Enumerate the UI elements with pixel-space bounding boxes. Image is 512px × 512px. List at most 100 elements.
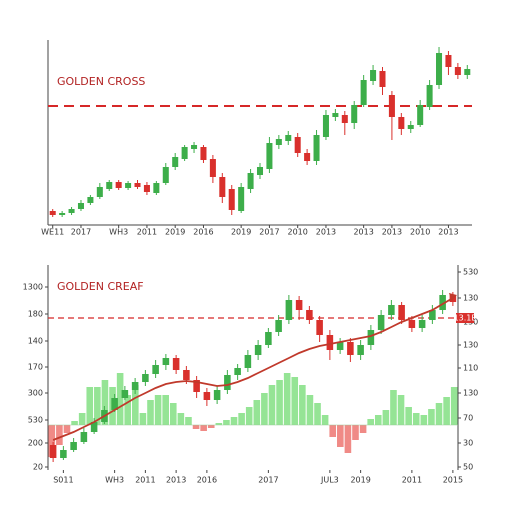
- x-tick-label: 2013: [166, 476, 186, 485]
- x-tick-label: 2019: [350, 476, 370, 485]
- candle-body: [224, 375, 231, 390]
- histogram-bar: [101, 380, 109, 425]
- candle-body: [294, 137, 301, 153]
- candle-body: [417, 105, 424, 125]
- y-tick-label: 180: [28, 310, 43, 319]
- histogram-bar: [253, 400, 261, 425]
- candle-body: [360, 80, 367, 105]
- histogram-bar: [139, 413, 147, 425]
- x-tick-label: WE11: [41, 228, 64, 237]
- x-tick-label: 2013: [353, 228, 373, 237]
- histogram-bar: [291, 377, 299, 425]
- candle-body: [254, 345, 262, 355]
- histogram-bar: [56, 425, 63, 445]
- histogram-bar: [314, 403, 321, 425]
- histogram-bar: [192, 425, 200, 429]
- candle-body: [49, 445, 57, 458]
- histogram-bar: [352, 425, 359, 440]
- histogram-bar: [48, 425, 56, 457]
- candle-body: [429, 310, 436, 320]
- candle-body: [326, 335, 334, 350]
- y2-tick-label: 130: [463, 294, 478, 303]
- candle-body: [285, 300, 293, 320]
- candle-body: [162, 358, 170, 365]
- histogram-bar: [215, 423, 223, 425]
- candle-body: [142, 374, 149, 382]
- candle-body: [238, 187, 245, 211]
- candle-body: [143, 185, 150, 192]
- histogram-bar: [359, 425, 367, 433]
- candle-body: [464, 69, 471, 75]
- histogram-bar: [94, 387, 101, 425]
- candle-body: [322, 115, 329, 137]
- candle-body: [332, 113, 339, 117]
- x-tick-label: 2017: [71, 228, 91, 237]
- x-tick-label: 2017: [259, 228, 279, 237]
- histogram-bar: [367, 419, 374, 425]
- candle-body: [125, 183, 132, 188]
- candle-body: [407, 125, 414, 129]
- candle-body: [60, 450, 67, 458]
- candle-body: [398, 117, 405, 129]
- candle-body: [134, 183, 141, 187]
- x-tick-label: 2019: [231, 228, 251, 237]
- candle-body: [115, 182, 122, 188]
- candle-body: [316, 320, 323, 335]
- candle-body: [49, 211, 56, 215]
- x-tick-label: 2011: [135, 476, 155, 485]
- chart-title: GOLDEN CROSS: [57, 75, 145, 88]
- histogram-bar: [238, 413, 245, 425]
- candle-body: [131, 382, 139, 390]
- x-tick-label: 2016: [197, 476, 217, 485]
- histogram-bar: [397, 395, 405, 425]
- candle-body: [80, 432, 88, 442]
- candle-body: [313, 135, 320, 161]
- candle-body: [111, 398, 118, 410]
- candle-body: [106, 182, 113, 189]
- candle-body: [209, 159, 216, 177]
- candle-body: [162, 167, 169, 183]
- candle-body: [336, 342, 344, 350]
- histogram-bar: [261, 393, 268, 425]
- histogram-bar: [329, 425, 337, 437]
- candle-body: [172, 157, 179, 167]
- x-tick-label: JUL3: [320, 476, 339, 485]
- histogram-bar: [268, 385, 276, 425]
- x-tick-label: 2013: [316, 228, 336, 237]
- histogram-bar: [78, 413, 86, 425]
- candle-body: [181, 147, 188, 159]
- candle-body: [388, 95, 395, 117]
- candle-body: [408, 320, 416, 328]
- histogram-bar: [374, 415, 382, 425]
- annotation-box: [456, 313, 474, 323]
- histogram-bar: [299, 385, 306, 425]
- candle-body: [68, 209, 75, 213]
- candle-body: [59, 213, 66, 215]
- candle-body: [172, 358, 180, 370]
- candle-body: [285, 135, 292, 141]
- arrow-head: [448, 293, 457, 301]
- candle-body: [436, 53, 443, 85]
- candle-body: [357, 345, 364, 355]
- x-tick-label: 2019: [165, 228, 185, 237]
- candle-body: [256, 167, 264, 175]
- x-tick-label: 2016: [193, 228, 213, 237]
- candle-body: [370, 70, 377, 81]
- candle-body: [191, 145, 198, 149]
- y-tick-label: 20: [33, 463, 43, 472]
- histogram-bar: [435, 403, 443, 425]
- histogram-bar: [420, 415, 428, 425]
- x-tick-label: 2011: [402, 476, 422, 485]
- histogram-bar: [63, 425, 71, 433]
- y-tick-label: 200: [28, 439, 43, 448]
- candle-body: [247, 173, 254, 189]
- candle-body: [418, 320, 426, 328]
- candle-body: [152, 365, 159, 374]
- histogram-bar: [207, 425, 215, 428]
- candle-body: [379, 71, 386, 87]
- candle-body: [426, 85, 433, 107]
- candle-body: [219, 177, 226, 197]
- candle-body: [439, 295, 446, 310]
- histogram-bar: [162, 395, 169, 425]
- candle-body: [203, 392, 211, 400]
